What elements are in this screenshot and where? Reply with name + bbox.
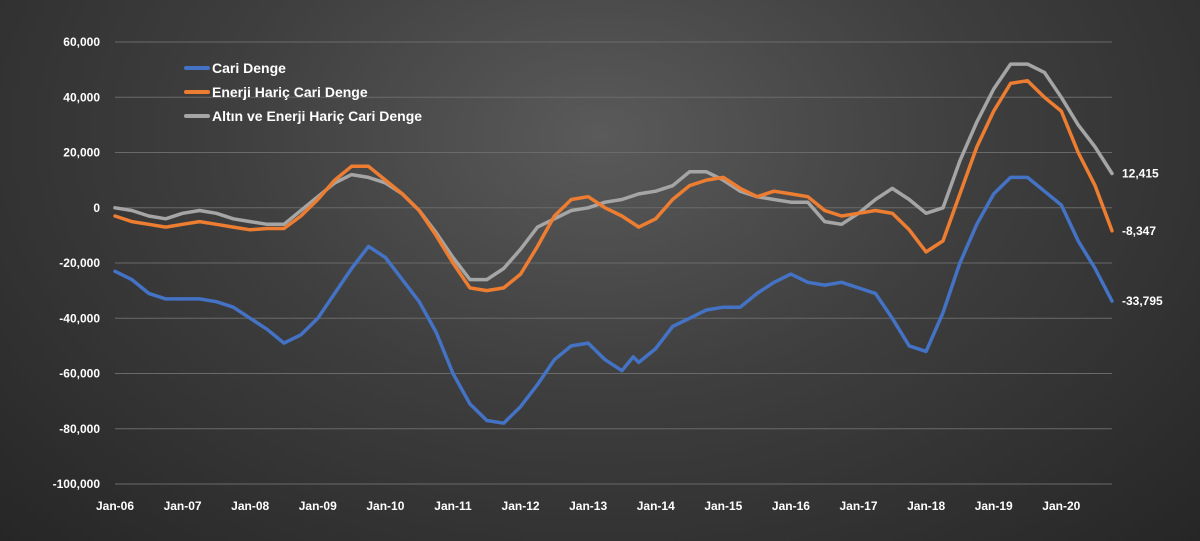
series-lines — [113, 62, 1114, 425]
series-end-label: -8,347 — [1122, 224, 1156, 238]
legend-entry-label: Cari Denge — [212, 60, 286, 76]
y-tick-label: -40,000 — [59, 311, 100, 325]
x-tick-label: Jan-10 — [366, 499, 404, 513]
x-tick-label: Jan-07 — [164, 499, 202, 513]
x-tick-label: Jan-14 — [637, 499, 675, 513]
legend-entry-label: Altın ve Enerji Hariç Cari Denge — [212, 108, 422, 124]
series-end-label: 12,415 — [1122, 166, 1159, 180]
x-tick-label: Jan-11 — [434, 499, 472, 513]
x-tick-label: Jan-16 — [772, 499, 810, 513]
y-tick-label: -20,000 — [59, 256, 100, 270]
legend-entry-label: Enerji Hariç Cari Denge — [212, 84, 368, 100]
x-tick-label: Jan-18 — [907, 499, 945, 513]
x-tick-label: Jan-20 — [1042, 499, 1080, 513]
y-tick-label: 60,000 — [63, 35, 100, 49]
x-tick-label: Jan-09 — [299, 499, 337, 513]
series-line-0 — [113, 175, 1114, 425]
x-tick-label: Jan-13 — [569, 499, 607, 513]
y-tick-label: 20,000 — [63, 146, 100, 160]
y-tick-label: -100,000 — [53, 477, 101, 491]
series-line-1 — [113, 78, 1114, 293]
y-tick-label: -80,000 — [59, 422, 100, 436]
y-axis-tick-labels: 60,000 40,000 20,000 0 -20,000 -40,000 -60,000… — [53, 35, 101, 491]
y-tick-label: -60,000 — [59, 367, 100, 381]
x-tick-label: Jan-08 — [231, 499, 269, 513]
x-tick-label: Jan-17 — [840, 499, 878, 513]
legend: Cari Denge Enerji Hariç Cari Denge Altın v… — [184, 60, 422, 124]
series-end-label: -33,795 — [1122, 294, 1163, 308]
x-tick-label: Jan-12 — [502, 499, 540, 513]
y-tick-label: 0 — [93, 201, 100, 215]
x-tick-label: Jan-15 — [704, 499, 742, 513]
series-line-2 — [113, 62, 1114, 282]
x-tick-label: Jan-19 — [975, 499, 1013, 513]
x-axis-tick-labels: Jan-06 Jan-07 Jan-08 Jan-09 Jan-10 Jan-11 Jan-… — [96, 499, 1081, 513]
x-tick-label: Jan-06 — [96, 499, 134, 513]
y-tick-label: 40,000 — [63, 90, 100, 104]
end-value-labels: -33,795 -8,347 12,415 — [1122, 166, 1163, 308]
gridlines — [115, 41, 1112, 485]
